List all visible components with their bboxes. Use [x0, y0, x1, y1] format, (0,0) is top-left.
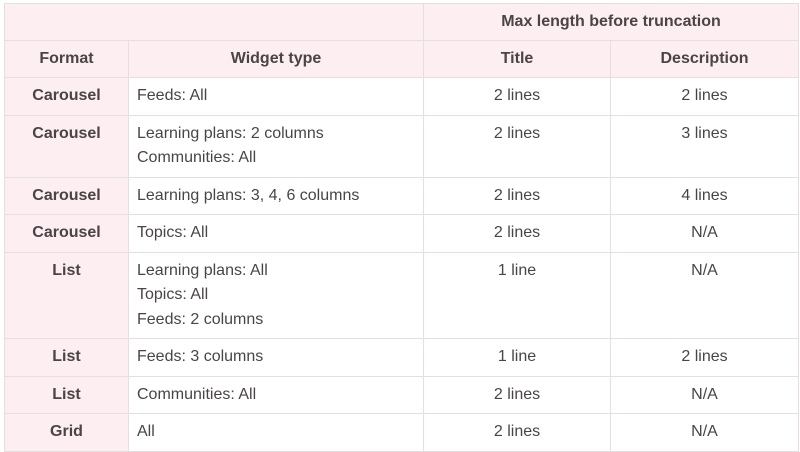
title-cell: 2 lines — [423, 413, 611, 452]
format-cell: List — [4, 251, 129, 339]
format-cell: Carousel — [4, 214, 129, 253]
widget-type-line: Communities: All — [137, 385, 257, 403]
truncation-table: Max length before truncation Format Widg… — [4, 3, 800, 452]
description-cell: N/A — [609, 214, 800, 253]
empty-header-cell — [4, 3, 424, 41]
widget-type-cell: Learning plans: 2 columns Communities: Al… — [128, 114, 424, 178]
description-cell: 2 lines — [609, 77, 800, 116]
widget-type-cell: All — [128, 413, 424, 452]
header-title: Title — [423, 40, 611, 78]
widget-type-cell: Learning plans: All Topics: All Feeds: 2 c… — [128, 251, 424, 339]
table-row: Carousel Learning plans: 2 columns Communi… — [4, 114, 800, 178]
title-cell: 2 lines — [423, 114, 611, 178]
widget-type-line: Learning plans: 2 columns — [137, 124, 324, 142]
format-cell: Carousel — [4, 77, 129, 116]
description-cell: N/A — [609, 251, 800, 339]
title-cell: 2 lines — [423, 214, 611, 253]
group-header-row: Max length before truncation — [4, 3, 800, 41]
table-row: Carousel Topics: All 2 lines N/A — [4, 214, 800, 253]
title-cell: 2 lines — [423, 77, 611, 116]
table-row: List Feeds: 3 columns 1 line 2 lines — [4, 338, 800, 377]
widget-type-line: Learning plans: All — [137, 261, 268, 279]
widget-type-line: All — [137, 423, 155, 440]
widget-type-line: Feeds: All — [137, 87, 208, 104]
title-cell: 1 line — [423, 251, 611, 339]
widget-type-line: Feeds: 2 columns — [137, 310, 264, 328]
description-cell: 3 lines — [609, 114, 800, 178]
format-cell: Grid — [4, 413, 129, 452]
header-format: Format — [4, 40, 129, 78]
title-cell: 1 line — [423, 338, 611, 377]
format-cell: Carousel — [4, 176, 129, 215]
format-cell: List — [4, 375, 129, 414]
widget-type-line: Learning plans: 3, 4, 6 columns — [137, 186, 360, 204]
table-row: List Learning plans: All Topics: All Feeds:… — [4, 251, 800, 339]
description-cell: N/A — [609, 413, 800, 452]
description-cell: 4 lines — [609, 176, 800, 215]
format-cell: List — [4, 338, 129, 377]
widget-type-line: Communities: All — [137, 149, 257, 166]
widget-type-cell: Learning plans: 3, 4, 6 columns — [128, 176, 424, 215]
widget-type-cell: Communities: All — [128, 375, 424, 414]
widget-type-line: Feeds: 3 columns — [137, 348, 264, 365]
table-row: Grid All 2 lines N/A — [4, 413, 800, 452]
table-row: Carousel Feeds: All 2 lines 2 lines — [4, 77, 800, 116]
description-cell: 2 lines — [609, 338, 800, 377]
widget-type-cell: Feeds: All — [128, 77, 424, 116]
widget-type-line: Topics: All — [137, 224, 209, 241]
header-description: Description — [609, 40, 800, 78]
widget-type-line: Topics: All — [137, 286, 209, 303]
column-header-row: Format Widget type Title Description — [4, 40, 800, 78]
title-cell: 2 lines — [423, 375, 611, 414]
format-cell: Carousel — [4, 114, 129, 178]
widget-type-cell: Topics: All — [128, 214, 424, 253]
widget-type-cell: Feeds: 3 columns — [128, 338, 424, 377]
table-row: List Communities: All 2 lines N/A — [4, 375, 800, 414]
group-header: Max length before truncation — [422, 3, 800, 41]
table-row: Carousel Learning plans: 3, 4, 6 columns 2… — [4, 176, 800, 215]
title-cell: 2 lines — [423, 176, 611, 215]
description-cell: N/A — [609, 375, 800, 414]
header-widget-type: Widget type — [128, 40, 424, 78]
